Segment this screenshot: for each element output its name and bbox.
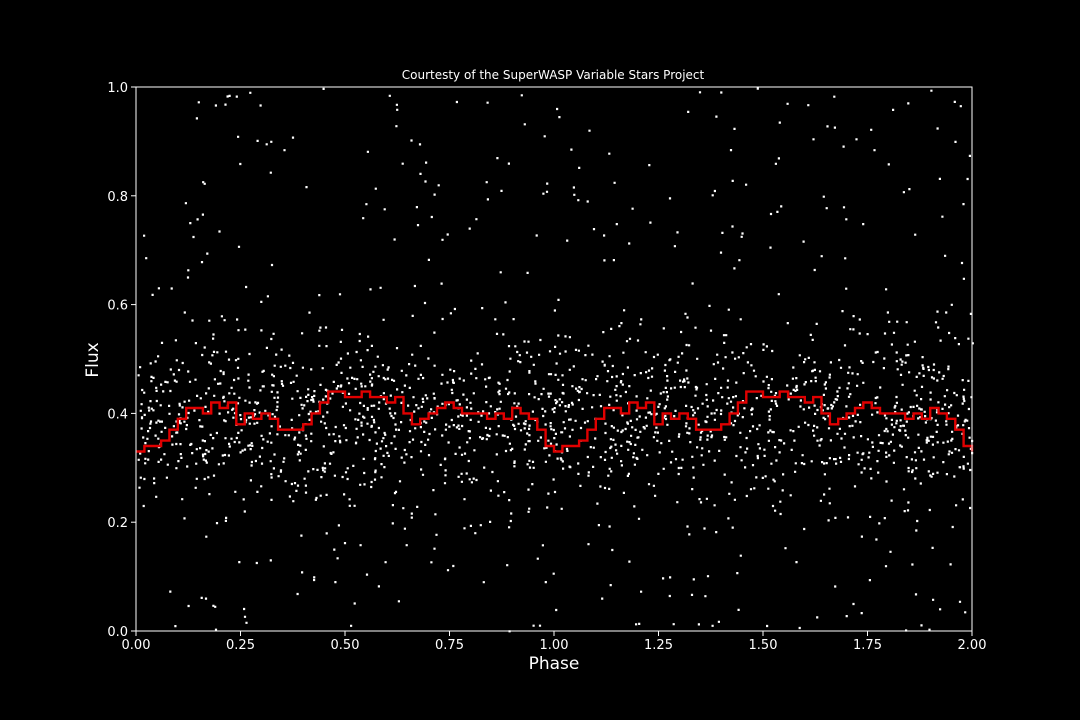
y-tick-label: 0.8	[107, 190, 128, 205]
y-axis-label: Flux	[83, 342, 103, 377]
x-tick-label: 1.00	[540, 638, 569, 653]
x-tick-label: 1.50	[749, 638, 778, 653]
x-axis-label: Phase	[529, 654, 580, 674]
x-tick-label: 0.00	[122, 638, 151, 653]
y-tick-label: 0.0	[107, 625, 128, 640]
y-tick-label: 0.4	[107, 407, 128, 422]
y-tick-label: 0.6	[107, 299, 128, 314]
y-axis-ticks: 0.0 0.2 0.4 0.6 0.8 1.0	[107, 81, 136, 640]
chart-title: Courtesty of the SuperWASP Variable Star…	[402, 68, 705, 82]
x-axis-ticks: 0.00 0.25 0.50 0.75 1.00 1.25 1.50 1.75 2.00	[122, 631, 987, 653]
x-tick-label: 0.75	[435, 638, 464, 653]
y-tick-label: 0.2	[107, 516, 128, 531]
x-tick-label: 1.25	[644, 638, 673, 653]
plot-area	[135, 86, 974, 633]
x-tick-label: 0.50	[331, 638, 360, 653]
y-tick-label: 1.0	[107, 81, 128, 96]
binned-light-curve	[136, 390, 974, 453]
x-tick-label: 2.00	[958, 638, 987, 653]
plot-background	[136, 87, 972, 631]
x-tick-label: 0.25	[226, 638, 255, 653]
x-tick-label: 1.75	[853, 638, 882, 653]
